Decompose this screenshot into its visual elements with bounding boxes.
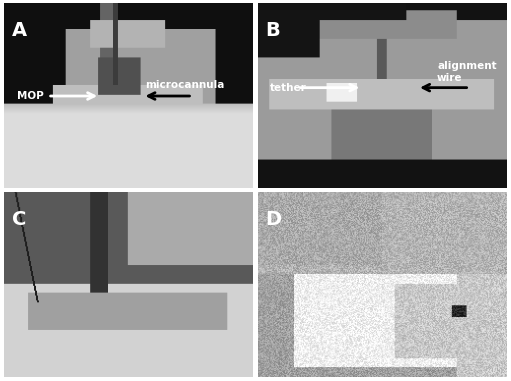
Text: C: C	[12, 210, 27, 229]
Text: A: A	[12, 21, 27, 40]
Text: alignment
wire: alignment wire	[437, 61, 497, 83]
Text: MOP: MOP	[16, 91, 43, 101]
Text: tether: tether	[270, 83, 307, 93]
Text: D: D	[265, 210, 282, 229]
Text: B: B	[265, 21, 280, 40]
Text: microcannula: microcannula	[145, 80, 224, 90]
